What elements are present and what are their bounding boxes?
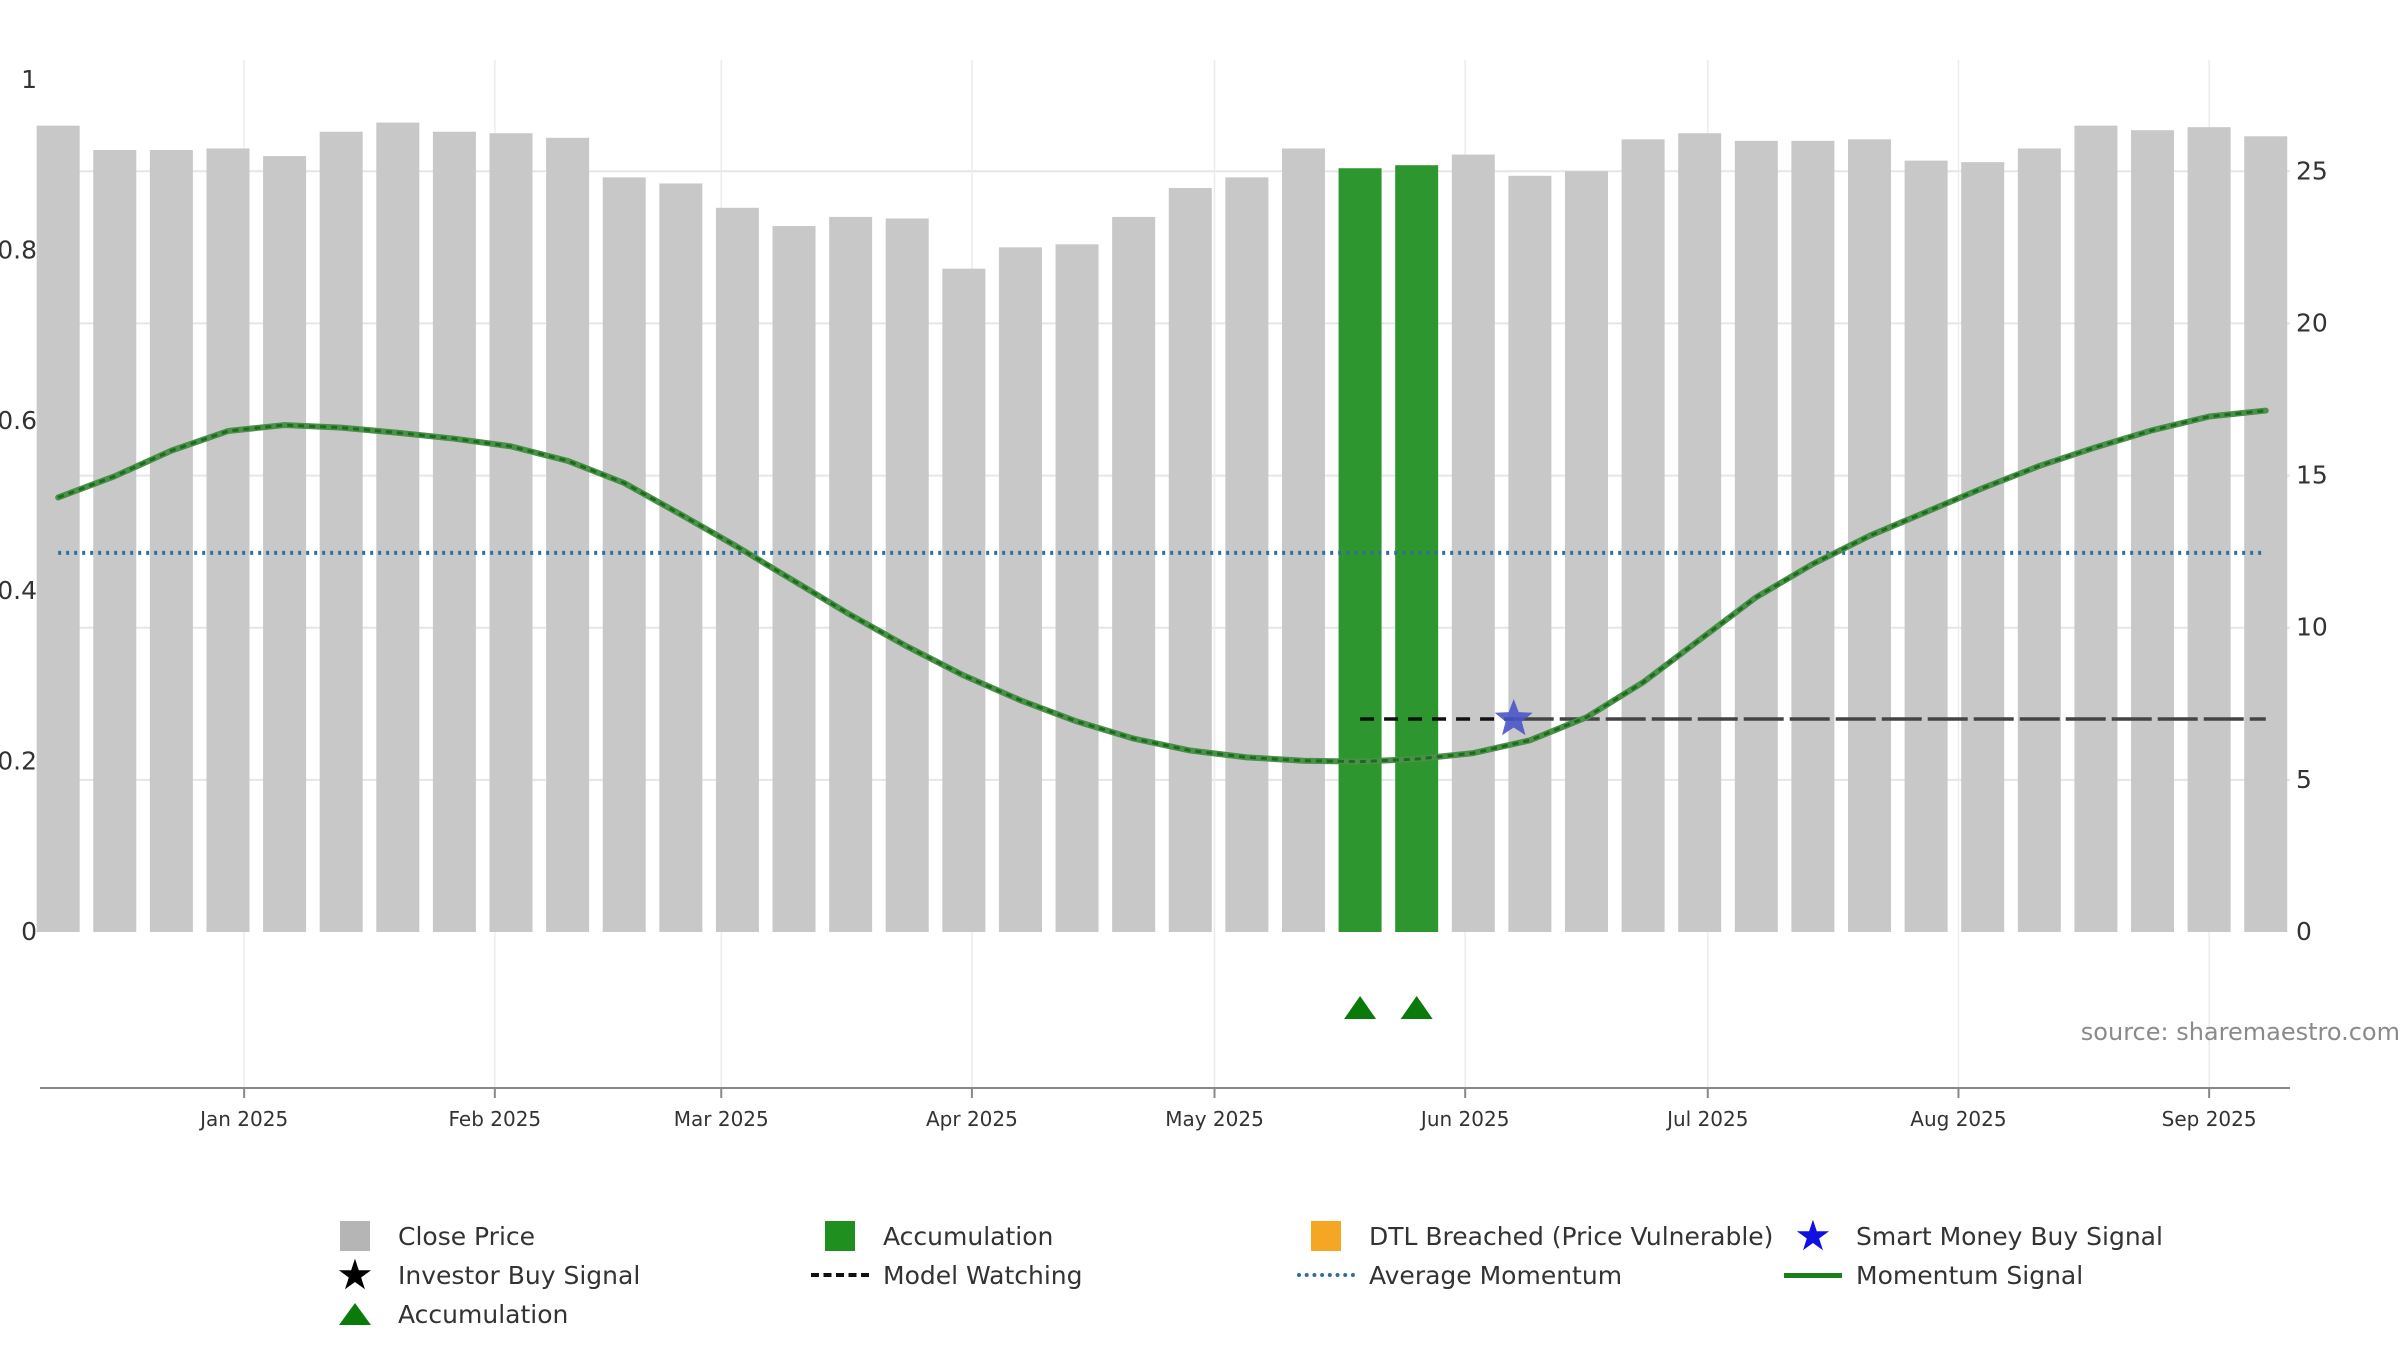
close-price-bar (1281, 148, 1325, 932)
close-price-bar (1621, 139, 1665, 933)
x-tick-label: Sep 2025 (2162, 1107, 2257, 1131)
left-tick-label: 0.2 (0, 747, 37, 776)
x-tick-label: Apr 2025 (926, 1107, 1018, 1131)
close-price-bar (602, 177, 646, 932)
right-tick-label: 25 (2296, 156, 2328, 185)
close-price-bar (715, 207, 759, 933)
right-tick-label: 10 (2296, 613, 2328, 642)
accumulation-triangle (1400, 996, 1433, 1019)
close-price-bar (2131, 130, 2175, 932)
x-tick-label: Jan 2025 (198, 1107, 288, 1131)
close-price-bar (93, 149, 137, 932)
close-price-bar (1791, 140, 1835, 932)
left-tick-label: 0 (21, 917, 37, 946)
accumulation-bar (1395, 165, 1439, 932)
close-price-bar (1734, 140, 1778, 932)
accumulation-triangle (1344, 996, 1377, 1019)
close-price-bar (998, 247, 1042, 932)
close-price-bar (2017, 148, 2061, 932)
close-price-bar (149, 149, 193, 932)
right-tick-label: 15 (2296, 461, 2328, 490)
axis-layer: Jan 2025 Feb 2025 Mar 2025 Apr 2025 May 2025… (0, 65, 2328, 1131)
x-tick-label: Mar 2025 (674, 1107, 769, 1131)
right-tick-label: 5 (2296, 765, 2312, 794)
close-price-bar (36, 125, 80, 932)
close-price-bar (432, 131, 476, 932)
x-tick-label: Aug 2025 (1910, 1107, 2006, 1131)
close-price-bar (1055, 244, 1099, 933)
close-price-bar (942, 268, 986, 933)
left-tick-label: 1 (21, 65, 37, 94)
x-tick-label: May 2025 (1165, 1107, 1264, 1131)
source-note: source: sharemaestro.com (2081, 1018, 2400, 1046)
close-price-bar (1168, 188, 1212, 932)
right-tick-label: 0 (2296, 917, 2312, 946)
close-price-bar (2074, 125, 2118, 932)
close-price-bar (1225, 177, 1269, 932)
x-tick-label: Jun 2025 (1419, 1107, 1510, 1131)
close-price-bar (2244, 136, 2288, 933)
close-price-bar (2187, 127, 2231, 932)
close-price-bar (319, 131, 363, 932)
x-tick-label: Feb 2025 (448, 1107, 541, 1131)
close-price-bar (546, 137, 590, 933)
right-tick-label: 20 (2296, 308, 2328, 337)
close-price-bar (1904, 160, 1948, 932)
line-layer (55, 407, 2269, 765)
smart-money-star (1494, 699, 1533, 736)
close-price-bar (263, 156, 307, 933)
close-price-bar (376, 122, 420, 933)
left-tick-label: 0.6 (0, 406, 37, 435)
close-price-bar (1112, 216, 1156, 932)
close-price-bar (1451, 154, 1495, 933)
close-price-bar (1678, 133, 1722, 932)
momentum-signal-line (55, 407, 2269, 765)
close-price-bar (659, 183, 703, 932)
close-price-bar (206, 148, 250, 932)
accumulation-bar (1338, 168, 1382, 932)
close-price-bar (489, 133, 533, 932)
close-price-bar (885, 218, 929, 932)
close-price-bar (1961, 162, 2005, 932)
close-price-bar (829, 216, 873, 932)
x-tick-label: Jul 2025 (1665, 1107, 1748, 1131)
marker-layer (1344, 699, 1533, 1019)
bar-layer (36, 122, 2288, 933)
left-tick-label: 0.8 (0, 235, 37, 264)
left-tick-label: 0.4 (0, 576, 37, 605)
